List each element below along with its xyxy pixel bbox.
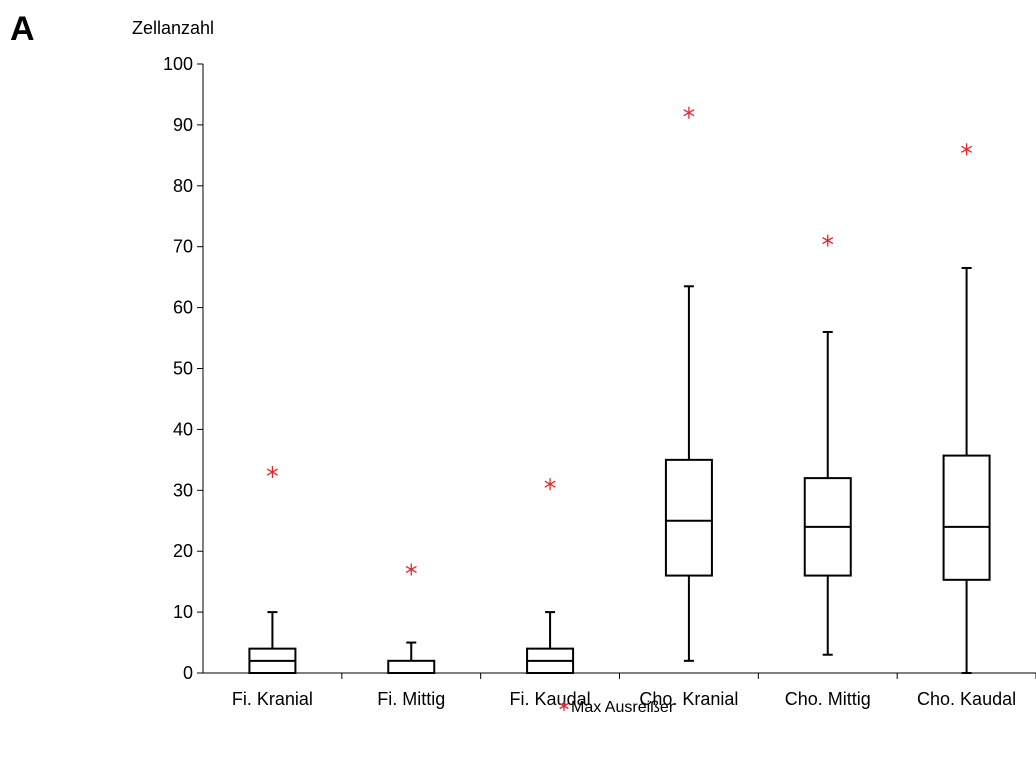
panel-label: A	[10, 10, 35, 48]
box-1	[248, 466, 297, 675]
outlier-max-marker	[405, 563, 417, 576]
y-tick-label: 80	[173, 176, 193, 196]
iqr-box	[387, 659, 436, 675]
y-tick-label: 0	[183, 663, 193, 683]
x-ticks: Fi. Kranial Fi. Mittig Fi. Kaudal Cho. Kran…	[232, 673, 1036, 709]
box-2	[387, 563, 436, 675]
x-tick-label: Fi. Mittig	[377, 689, 445, 709]
x-tick-label: Cho. Kranial	[639, 689, 738, 709]
y-axis-title: Zellanzahl	[132, 18, 214, 38]
y-tick-label: 60	[173, 298, 193, 318]
x-tick-label: Fi. Kaudal	[510, 689, 591, 709]
outlier-max-marker	[822, 234, 834, 247]
y-tick-label: 40	[173, 419, 193, 439]
outlier-max-marker	[266, 466, 278, 479]
y-tick-label: 30	[173, 480, 193, 500]
axes	[202, 64, 1036, 674]
y-tick-label: 50	[173, 359, 193, 379]
outlier-max-marker	[544, 478, 556, 491]
iqr-box	[664, 458, 713, 577]
legend-label: Max Ausreißer	[571, 699, 675, 716]
y-tick-label: 10	[173, 602, 193, 622]
boxes	[248, 106, 991, 675]
box-5	[803, 234, 852, 656]
legend: Max Ausreißer	[559, 699, 675, 716]
iqr-box	[942, 454, 991, 581]
legend-asterisk	[559, 701, 569, 711]
y-tick-label: 90	[173, 115, 193, 135]
box-3	[526, 478, 575, 675]
x-tick-label: Fi. Kranial	[232, 689, 313, 709]
box-6	[942, 143, 991, 674]
y-tick-label: 100	[163, 54, 193, 74]
outlier-max-marker	[683, 106, 695, 119]
x-tick-label: Cho. Kaudal	[917, 689, 1016, 709]
y-tick-label: 20	[173, 541, 193, 561]
y-tick-label: 70	[173, 237, 193, 257]
box-4	[664, 106, 713, 662]
legend-marker-icon	[559, 701, 569, 711]
y-ticks: 0 10 20 30 40 50 60 70 80 90 100	[163, 54, 203, 683]
outlier-max-marker	[961, 143, 973, 156]
x-tick-label: Cho. Mittig	[785, 689, 871, 709]
